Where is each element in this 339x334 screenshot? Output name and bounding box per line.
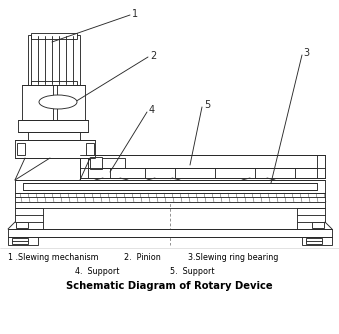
Text: 3.Slewing ring bearing: 3.Slewing ring bearing bbox=[188, 253, 278, 262]
Text: 4.  Support: 4. Support bbox=[75, 267, 119, 276]
Text: 3: 3 bbox=[303, 48, 309, 58]
Text: 5: 5 bbox=[204, 100, 210, 110]
Bar bbox=[297, 208, 325, 222]
Text: 2: 2 bbox=[150, 51, 156, 61]
Bar bbox=[15, 193, 325, 202]
Bar bbox=[80, 155, 88, 178]
Bar bbox=[22, 85, 85, 120]
Bar bbox=[28, 132, 80, 140]
Bar bbox=[15, 180, 325, 193]
Bar bbox=[8, 237, 38, 245]
Bar bbox=[12, 238, 28, 244]
Bar bbox=[88, 159, 106, 168]
Bar bbox=[80, 168, 325, 178]
Bar bbox=[90, 157, 102, 169]
Bar bbox=[86, 143, 94, 155]
Ellipse shape bbox=[39, 95, 77, 109]
Text: 2.  Pinion: 2. Pinion bbox=[124, 253, 161, 262]
Bar bbox=[31, 33, 77, 39]
Bar bbox=[312, 222, 324, 228]
Text: Schematic Diagram of Rotary Device: Schematic Diagram of Rotary Device bbox=[66, 281, 272, 291]
Bar bbox=[317, 155, 325, 178]
Text: 1: 1 bbox=[132, 9, 138, 19]
Text: 4: 4 bbox=[149, 105, 155, 115]
Bar bbox=[23, 183, 317, 190]
Bar bbox=[16, 222, 28, 228]
Bar bbox=[28, 35, 80, 85]
Bar bbox=[17, 143, 25, 155]
Text: 5.  Support: 5. Support bbox=[170, 267, 215, 276]
Bar bbox=[31, 81, 77, 87]
Bar bbox=[306, 238, 322, 244]
Bar bbox=[80, 155, 325, 168]
Bar bbox=[15, 208, 43, 222]
Bar bbox=[302, 237, 332, 245]
Text: 1 .Slewing mechanism: 1 .Slewing mechanism bbox=[8, 253, 99, 262]
Bar bbox=[15, 140, 95, 158]
Bar bbox=[95, 158, 125, 168]
Bar bbox=[18, 120, 88, 132]
Bar bbox=[8, 229, 332, 237]
